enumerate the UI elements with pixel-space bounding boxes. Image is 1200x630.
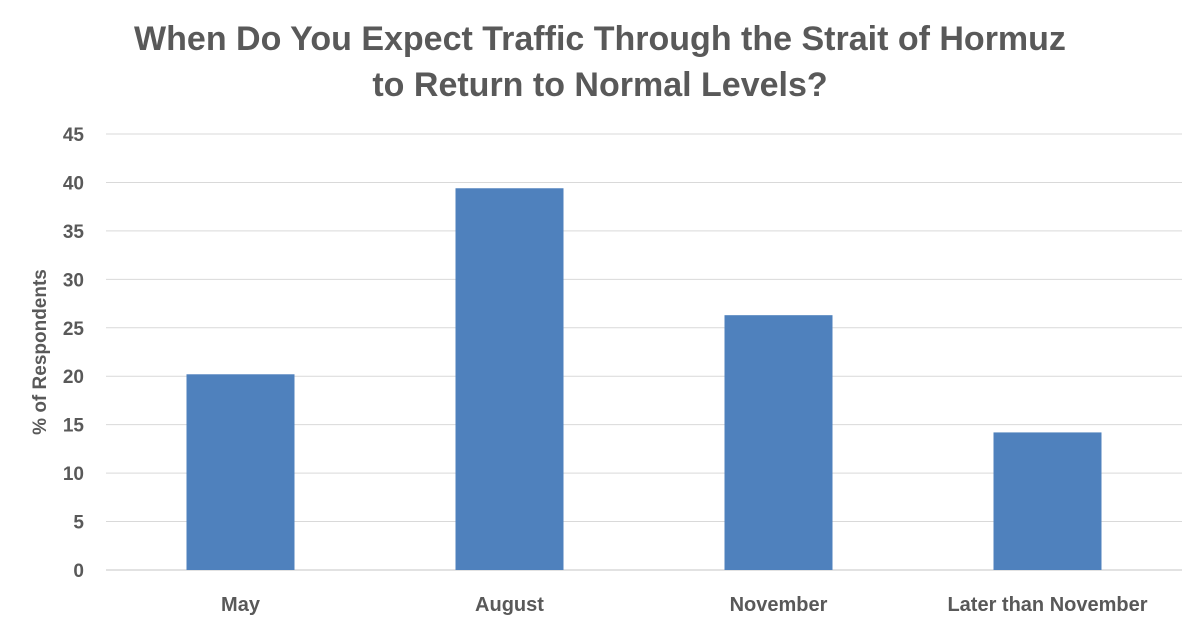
x-category-label: November xyxy=(730,594,828,616)
y-tick-label: 40 xyxy=(63,173,84,194)
y-tick-label: 0 xyxy=(73,561,84,582)
y-tick-label: 30 xyxy=(63,270,84,291)
x-axis-categories: May August November Later than November xyxy=(221,594,1148,616)
y-tick-label: 20 xyxy=(63,367,84,388)
chart-title-line-1: When Do You Expect Traffic Through the S… xyxy=(134,20,1066,58)
bar xyxy=(993,432,1102,570)
y-tick-label: 45 xyxy=(63,125,85,146)
bar xyxy=(724,315,833,570)
y-axis-ticks: 0 5 10 15 20 25 30 35 40 45 xyxy=(63,125,85,582)
bar xyxy=(455,188,564,570)
y-tick-label: 25 xyxy=(63,319,85,340)
y-tick-label: 15 xyxy=(63,416,85,437)
y-axis-title: % of Respondents xyxy=(30,269,51,435)
x-category-label: May xyxy=(221,594,261,616)
x-category-label: Later than November xyxy=(947,594,1147,616)
y-tick-label: 5 xyxy=(73,513,84,534)
chart-title: When Do You Expect Traffic Through the S… xyxy=(0,16,1200,108)
y-tick-label: 10 xyxy=(63,464,84,485)
chart-title-line-2: to Return to Normal Levels? xyxy=(372,66,828,104)
y-tick-label: 35 xyxy=(63,222,85,243)
bars xyxy=(186,188,1102,570)
bar xyxy=(186,374,295,570)
x-category-label: August xyxy=(475,594,544,616)
